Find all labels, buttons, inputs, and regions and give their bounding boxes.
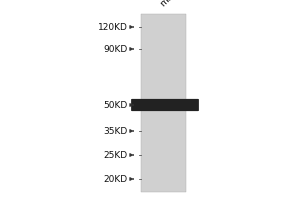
Text: 35KD: 35KD bbox=[103, 127, 128, 136]
Text: 90KD: 90KD bbox=[103, 45, 128, 53]
Text: 20KD: 20KD bbox=[103, 174, 127, 184]
FancyBboxPatch shape bbox=[131, 99, 199, 111]
Text: 50KD: 50KD bbox=[103, 100, 128, 110]
Bar bbox=[141, 14, 186, 192]
Text: 120KD: 120KD bbox=[98, 22, 128, 31]
Text: 25KD: 25KD bbox=[103, 150, 127, 160]
Text: Skeletal
muscle: Skeletal muscle bbox=[151, 0, 190, 8]
